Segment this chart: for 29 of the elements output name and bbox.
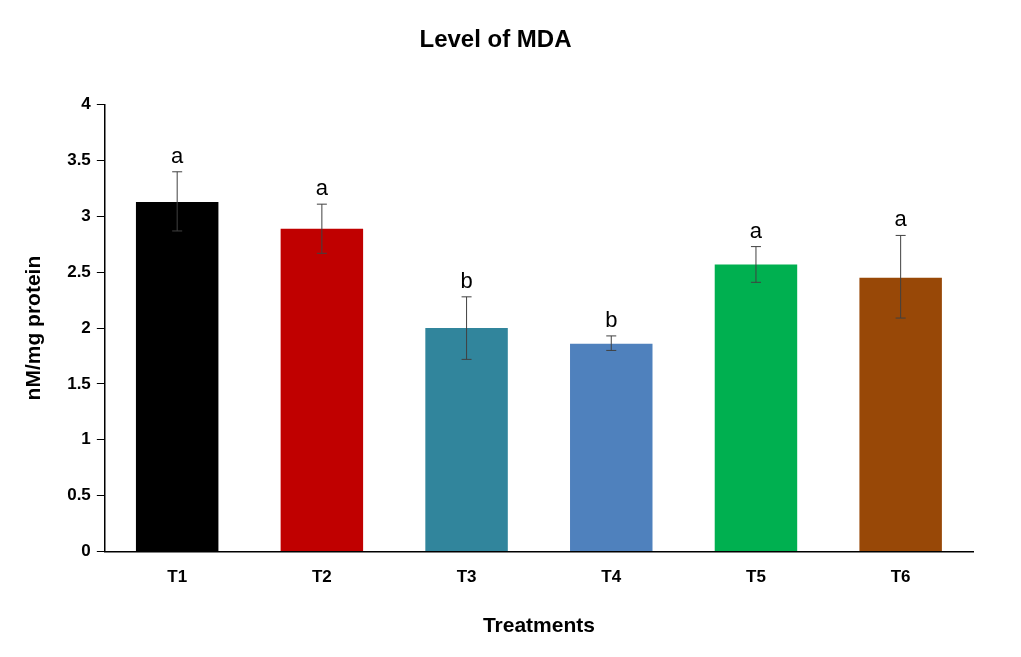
annotation: a [171,142,185,168]
annotation: b [605,306,618,332]
y-axis-title: nM/mg protein [21,255,45,401]
x-tick-label: T4 [601,567,622,587]
y-tick-label: 3.5 [67,150,91,170]
bar [859,277,942,551]
x-tick-label: T6 [890,567,911,587]
annotation: b [460,267,473,293]
y-tick-label: 3 [81,206,91,226]
bar [570,343,653,551]
annotation: a [315,175,329,201]
y-tick-label: 4 [81,94,92,114]
y-tick-label: 0.5 [67,485,91,505]
y-tick-label: 2.5 [67,261,91,281]
annotation: a [894,206,908,232]
bar [714,264,798,551]
x-tick-label: T5 [746,567,766,587]
y-tick-label: 0 [81,541,91,561]
chart-title: Level of MDA [419,25,572,53]
annotation: a [749,217,763,243]
y-tick-label: 2 [81,317,91,337]
x-axis-title: Treatments [482,613,595,637]
x-tick-label: T1 [167,567,188,587]
y-tick-label: 1.5 [67,373,91,393]
x-tick-label: T3 [456,567,477,587]
y-tick-label: 1 [81,429,91,449]
bar [280,228,364,551]
bar [425,328,508,551]
x-tick-label: T2 [311,567,332,587]
